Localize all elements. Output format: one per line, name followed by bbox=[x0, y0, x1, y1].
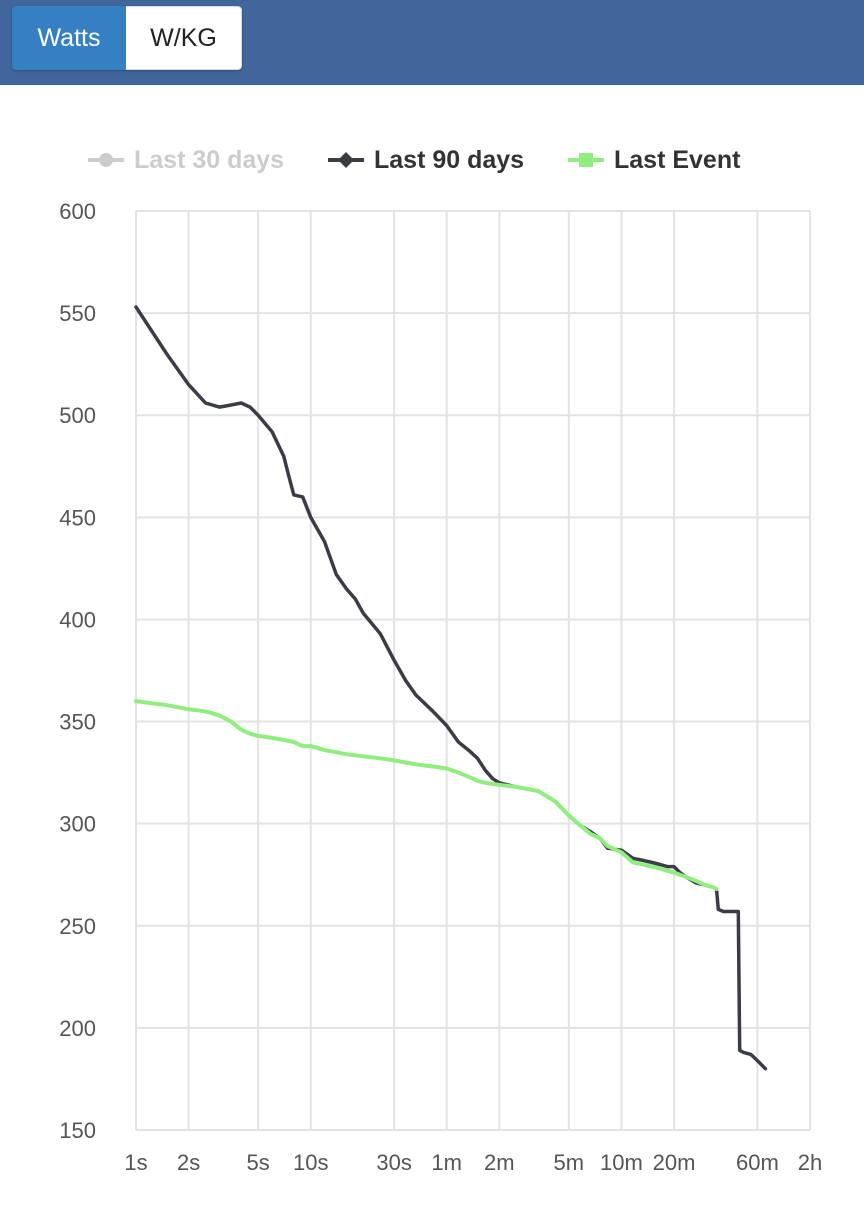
y-tick-label: 550 bbox=[59, 301, 96, 326]
x-tick-label: 2m bbox=[484, 1150, 515, 1175]
legend-label-last-event: Last Event bbox=[614, 145, 741, 174]
y-tick-label: 600 bbox=[59, 199, 96, 224]
legend-label-last-30-days: Last 30 days bbox=[134, 145, 285, 174]
wkg-button[interactable]: W/KG bbox=[126, 6, 242, 70]
x-tick-label: 5m bbox=[554, 1150, 585, 1175]
legend-item-last-30-days[interactable]: Last 30 days bbox=[88, 140, 284, 180]
diamond-marker-icon bbox=[328, 152, 364, 168]
chart-series bbox=[134, 305, 768, 1071]
x-tick-label: 5s bbox=[247, 1150, 270, 1175]
series-line-last-event[interactable] bbox=[134, 699, 719, 891]
watts-button[interactable]: Watts bbox=[12, 6, 126, 70]
y-tick-label: 150 bbox=[59, 1118, 96, 1143]
unit-toggle: Watts W/KG bbox=[12, 6, 242, 70]
x-tick-label: 1m bbox=[431, 1150, 462, 1175]
y-tick-label: 350 bbox=[59, 710, 96, 735]
y-tick-label: 400 bbox=[59, 607, 96, 632]
legend-item-last-event[interactable]: Last Event bbox=[568, 140, 740, 180]
x-tick-label: 20m bbox=[653, 1150, 696, 1175]
circle-marker-icon bbox=[88, 153, 124, 167]
chart-legend: Last 30 days Last 90 days Last Event bbox=[0, 140, 864, 180]
square-marker-icon bbox=[568, 153, 604, 167]
x-tick-label: 10m bbox=[600, 1150, 643, 1175]
x-tick-label: 10s bbox=[293, 1150, 328, 1175]
x-tick-label: 2h bbox=[798, 1150, 822, 1175]
legend-label-last-90-days: Last 90 days bbox=[374, 145, 525, 174]
x-tick-label: 2s bbox=[177, 1150, 200, 1175]
series-line-last-90-days[interactable] bbox=[134, 305, 768, 1071]
y-tick-label: 200 bbox=[59, 1016, 96, 1041]
x-tick-label: 1s bbox=[124, 1150, 147, 1175]
y-tick-label: 250 bbox=[59, 914, 96, 939]
chart-grid bbox=[135, 210, 811, 1131]
legend-item-last-90-days[interactable]: Last 90 days bbox=[328, 140, 524, 180]
x-axis-labels: 1s 2s 5s 10s 30s 1m 2m 5m 10m 20m 60m 2h bbox=[124, 1150, 822, 1175]
x-tick-label: 30s bbox=[376, 1150, 411, 1175]
y-axis-labels: 600 550 500 450 400 350 300 250 200 150 bbox=[59, 199, 96, 1143]
y-tick-label: 500 bbox=[59, 403, 96, 428]
y-tick-label: 450 bbox=[59, 505, 96, 530]
x-tick-label: 60m bbox=[736, 1150, 779, 1175]
top-bar: Watts W/KG bbox=[0, 0, 864, 85]
y-tick-label: 300 bbox=[59, 812, 96, 837]
